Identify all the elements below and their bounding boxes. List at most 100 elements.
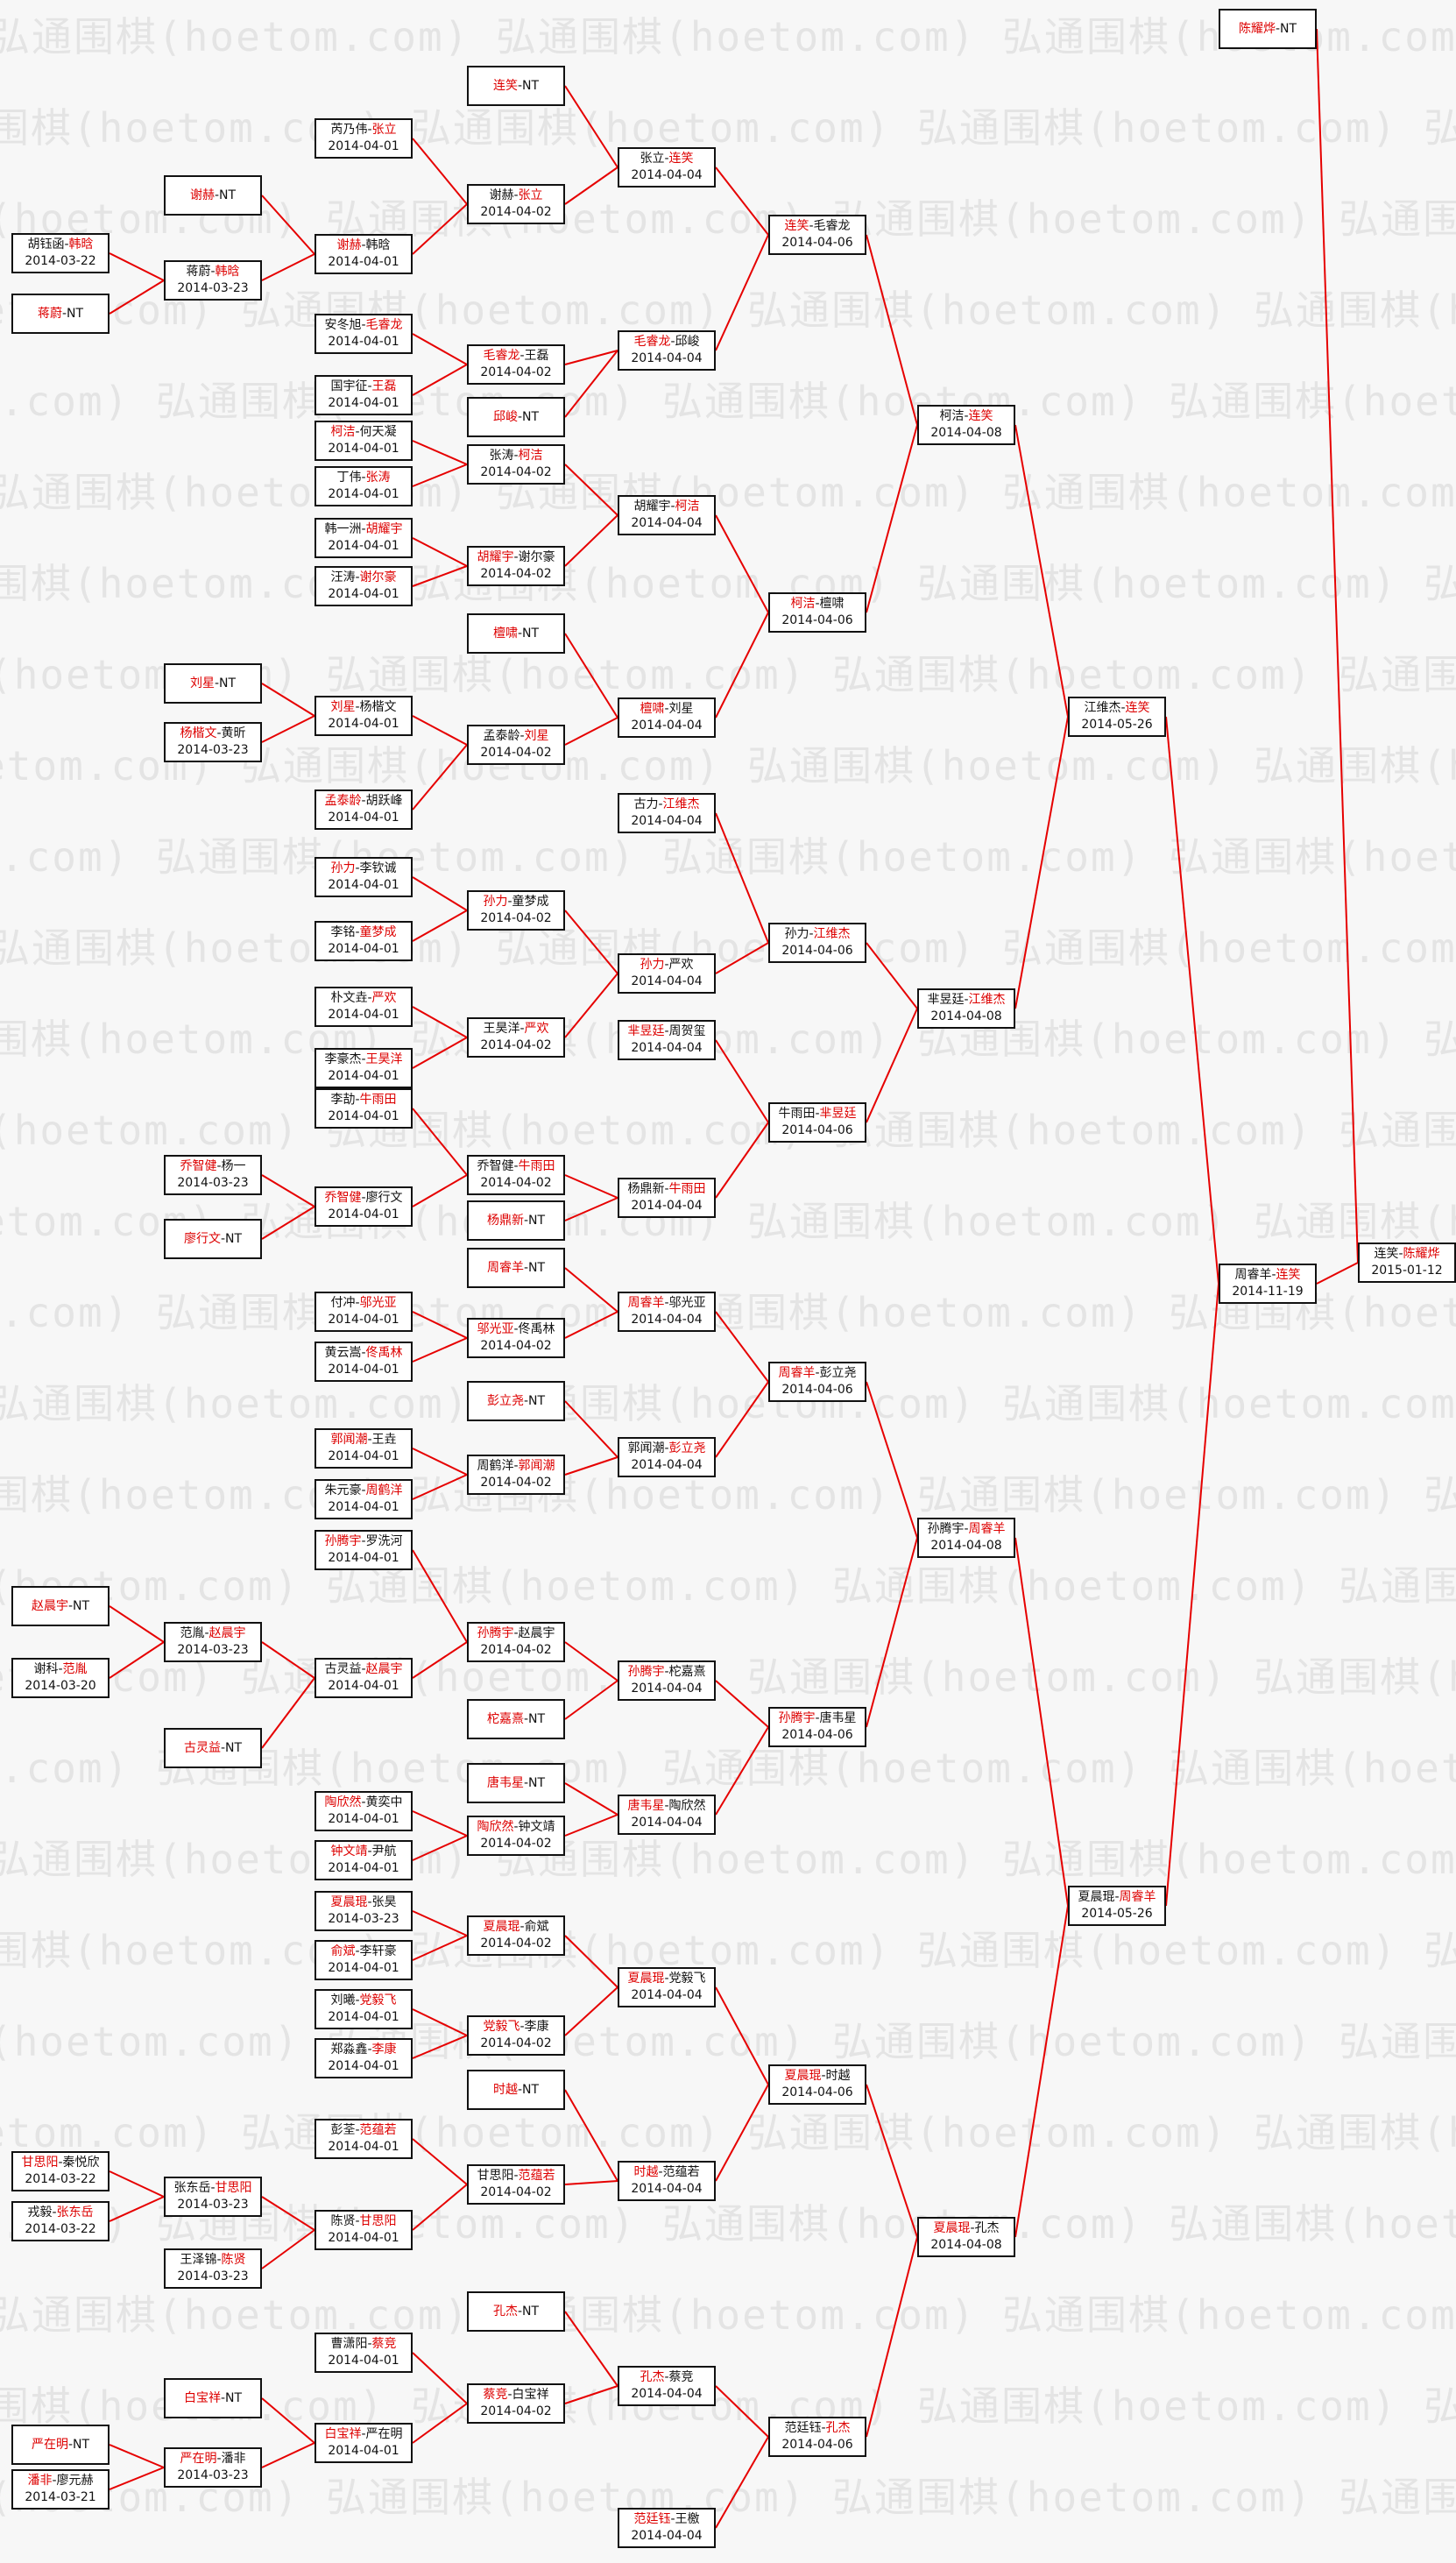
- match-box[interactable]: 谢赫-韩晗 2014-04-01: [315, 234, 413, 274]
- match-box[interactable]: 夏晨琨-俞斌 2014-04-02: [467, 1915, 565, 1956]
- matchup-names: 夏晨琨-孔杰: [933, 2220, 999, 2237]
- match-box[interactable]: 孟泰龄-刘星 2014-04-02: [467, 725, 565, 765]
- match-box[interactable]: 乔智健-廖行文 2014-04-01: [315, 1186, 413, 1227]
- match-box[interactable]: 李劼-牛雨田 2014-04-01: [315, 1088, 413, 1129]
- match-box[interactable]: 孙力-严欢 2014-04-04: [618, 953, 716, 994]
- match-box[interactable]: 陶欣然-黄奕中 2014-04-01: [315, 1791, 413, 1831]
- match-box[interactable]: 孙腾宇-周睿羊 2014-04-08: [917, 1518, 1015, 1558]
- match-box[interactable]: 胡钰函-韩晗 2014-03-22: [11, 233, 110, 273]
- match-box[interactable]: 刘曦-党毅飞 2014-04-01: [315, 1989, 413, 2029]
- match-box[interactable]: 乔智健-杨一 2014-03-23: [164, 1155, 262, 1195]
- match-box[interactable]: 李豪杰-王昊洋 2014-04-01: [315, 1048, 413, 1088]
- match-box[interactable]: 孙力-童梦成 2014-04-02: [467, 890, 565, 931]
- match-box[interactable]: 夏晨琨-张昊 2014-03-23: [315, 1891, 413, 1931]
- match-box[interactable]: 甘思阳-范蕴若 2014-04-02: [467, 2164, 565, 2205]
- match-box[interactable]: 胡耀宇-谢尔豪 2014-04-02: [467, 546, 565, 586]
- match-box[interactable]: 古灵益-赵晨宇 2014-04-01: [315, 1658, 413, 1698]
- match-box[interactable]: 柯洁-何天凝 2014-04-01: [315, 421, 413, 461]
- match-box[interactable]: 孙腾宇-唐韦星 2014-04-06: [768, 1707, 866, 1747]
- match-box[interactable]: 胡耀宇-柯洁 2014-04-04: [618, 495, 716, 535]
- match-box[interactable]: 甘思阳-秦悦欣 2014-03-22: [11, 2151, 110, 2191]
- match-box[interactable]: 柯洁-檀啸 2014-04-06: [768, 592, 866, 633]
- matchup-names: 夏晨琨-时越: [784, 2068, 850, 2085]
- match-box[interactable]: 郭闻潮-王垚 2014-04-01: [315, 1428, 413, 1469]
- match-box[interactable]: 蒋蔚-韩晗 2014-03-23: [164, 260, 262, 301]
- bracket-line: [1014, 424, 1069, 718]
- match-box[interactable]: 孙力-江维杰 2014-04-06: [768, 923, 866, 963]
- match-box[interactable]: 朱元豪-周鹤洋 2014-04-01: [315, 1479, 413, 1519]
- match-box[interactable]: 牛雨田-芈昱廷 2014-04-06: [768, 1102, 866, 1143]
- match-box[interactable]: 谢赫-张立 2014-04-02: [467, 184, 565, 224]
- match-box[interactable]: 夏晨琨-孔杰 2014-04-08: [917, 2217, 1015, 2257]
- match-box[interactable]: 杨楷文-黄昕 2014-03-23: [164, 722, 262, 762]
- match-box[interactable]: 张立-连笑 2014-04-04: [618, 147, 716, 188]
- match-box[interactable]: 孔杰-蔡竞 2014-04-04: [618, 2366, 716, 2406]
- match-box[interactable]: 范廷钰-孔杰 2014-04-06: [768, 2417, 866, 2457]
- match-box[interactable]: 曹潇阳-蔡竞 2014-04-01: [315, 2333, 413, 2373]
- match-box[interactable]: 黄云嵩-佟禹林 2014-04-01: [315, 1342, 413, 1382]
- match-box[interactable]: 毛睿龙-邱峻 2014-04-04: [618, 330, 716, 371]
- match-box[interactable]: 芮乃伟-张立 2014-04-01: [315, 118, 413, 159]
- match-box[interactable]: 蔡竞-白宝祥 2014-04-02: [467, 2383, 565, 2424]
- bracket-line: [715, 612, 769, 719]
- match-box[interactable]: 俞斌-李轩豪 2014-04-01: [315, 1940, 413, 1980]
- match-box[interactable]: 江维杰-连笑 2014-05-26: [1068, 697, 1166, 737]
- match-box[interactable]: 彭荃-范蕴若 2014-04-01: [315, 2119, 413, 2159]
- match-box[interactable]: 古力-江维杰 2014-04-04: [618, 793, 716, 833]
- match-box[interactable]: 郑淼鑫-李康 2014-04-01: [315, 2038, 413, 2078]
- match-box[interactable]: 郭闻潮-彭立尧 2014-04-04: [618, 1437, 716, 1477]
- match-box[interactable]: 夏晨琨-时越 2014-04-06: [768, 2064, 866, 2105]
- match-box[interactable]: 戎毅-张东岳 2014-03-22: [11, 2201, 110, 2241]
- match-box[interactable]: 陈贤-甘思阳 2014-04-01: [315, 2210, 413, 2250]
- match-box[interactable]: 邬光亚-佟禹林 2014-04-02: [467, 1318, 565, 1358]
- match-box[interactable]: 芈昱廷-江维杰 2014-04-08: [917, 988, 1015, 1029]
- match-box[interactable]: 周睿羊-彭立尧 2014-04-06: [768, 1362, 866, 1402]
- match-box[interactable]: 陶欣然-钟文靖 2014-04-02: [467, 1816, 565, 1856]
- match-box[interactable]: 周睿羊-邬光亚 2014-04-04: [618, 1292, 716, 1332]
- bye-box: 刘星-NT: [164, 663, 262, 704]
- match-box[interactable]: 汪涛-谢尔豪 2014-04-01: [315, 566, 413, 606]
- match-box[interactable]: 朴文垚-严欢 2014-04-01: [315, 987, 413, 1027]
- match-box[interactable]: 范胤-赵晨宇 2014-03-23: [164, 1622, 262, 1662]
- match-box[interactable]: 乔智健-牛雨田 2014-04-02: [467, 1155, 565, 1195]
- match-box[interactable]: 毛睿龙-王磊 2014-04-02: [467, 344, 565, 385]
- match-box[interactable]: 孙腾宇-柁嘉熹 2014-04-04: [618, 1660, 716, 1701]
- match-box[interactable]: 严在明-潘非 2014-03-23: [164, 2447, 262, 2488]
- match-box[interactable]: 孙力-李钦诚 2014-04-01: [315, 857, 413, 897]
- match-box[interactable]: 韩一洲-胡耀宇 2014-04-01: [315, 518, 413, 558]
- match-box[interactable]: 王昊洋-严欢 2014-04-02: [467, 1017, 565, 1058]
- match-box[interactable]: 周鹤洋-郭闻潮 2014-04-02: [467, 1455, 565, 1495]
- match-box[interactable]: 白宝祥-严在明 2014-04-01: [315, 2423, 413, 2463]
- match-box[interactable]: 夏晨琨-党毅飞 2014-04-04: [618, 1967, 716, 2007]
- match-box[interactable]: 芈昱廷-周贺玺 2014-04-04: [618, 1020, 716, 1060]
- match-box[interactable]: 张东岳-甘思阳 2014-03-23: [164, 2177, 262, 2217]
- vs-hyphen: -: [58, 1662, 63, 1676]
- match-box[interactable]: 李铭-童梦成 2014-04-01: [315, 921, 413, 961]
- match-box[interactable]: 周睿羊-连笑 2014-11-19: [1219, 1264, 1317, 1304]
- match-box[interactable]: 孟泰龄-胡跃峰 2014-04-01: [315, 789, 413, 830]
- match-box[interactable]: 潘非-廖元赫 2014-03-21: [11, 2469, 110, 2510]
- match-box[interactable]: 王泽锦-陈贤 2014-03-23: [164, 2248, 262, 2289]
- match-box[interactable]: 党毅飞-李康 2014-04-02: [467, 2015, 565, 2056]
- match-box[interactable]: 谢科-范胤 2014-03-20: [11, 1658, 110, 1698]
- match-box[interactable]: 国宇征-王磊 2014-04-01: [315, 375, 413, 415]
- match-box[interactable]: 钟文靖-尹航 2014-04-01: [315, 1840, 413, 1880]
- match-box[interactable]: 连笑-陈耀烨 2015-01-12: [1358, 1243, 1456, 1283]
- match-box[interactable]: 柯洁-连笑 2014-04-08: [917, 405, 1015, 445]
- match-box[interactable]: 檀啸-刘星 2014-04-04: [618, 697, 716, 738]
- match-box[interactable]: 唐韦星-陶欣然 2014-04-04: [618, 1795, 716, 1835]
- match-box[interactable]: 张涛-柯洁 2014-04-02: [467, 444, 565, 485]
- player-left: 白宝祥: [324, 2427, 362, 2441]
- match-box[interactable]: 时越-范蕴若 2014-04-04: [618, 2161, 716, 2201]
- match-box[interactable]: 付冲-邬光亚 2014-04-01: [315, 1292, 413, 1332]
- player-left: 彭荃: [330, 2123, 356, 2137]
- match-box[interactable]: 连笑-毛睿龙 2014-04-06: [768, 215, 866, 255]
- match-box[interactable]: 丁伟-张涛 2014-04-01: [315, 466, 413, 506]
- match-box[interactable]: 刘星-杨楷文 2014-04-01: [315, 696, 413, 736]
- match-box[interactable]: 孙腾宇-赵晨宇 2014-04-02: [467, 1622, 565, 1662]
- match-box[interactable]: 范廷钰-王檄 2014-04-04: [618, 2508, 716, 2548]
- match-box[interactable]: 孙腾宇-罗洗河 2014-04-01: [315, 1530, 413, 1570]
- match-box[interactable]: 安冬旭-毛睿龙 2014-04-01: [315, 314, 413, 354]
- match-box[interactable]: 夏晨琨-周睿羊 2014-05-26: [1068, 1886, 1166, 1926]
- match-box[interactable]: 杨鼎新-牛雨田 2014-04-04: [618, 1178, 716, 1218]
